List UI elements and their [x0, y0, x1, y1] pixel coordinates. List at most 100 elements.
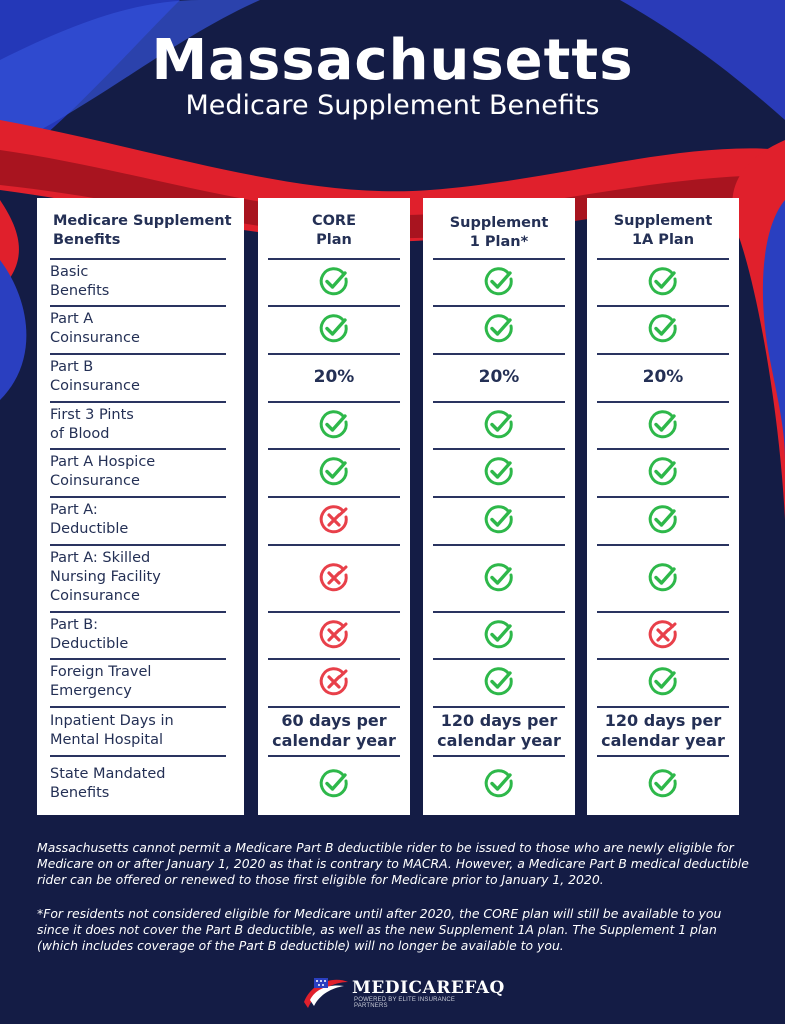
row-divider	[433, 755, 565, 757]
benefit-row-label: Basic Benefits	[50, 263, 110, 299]
row-divider	[433, 258, 565, 260]
row-divider	[597, 448, 729, 450]
x-circle-icon	[258, 660, 410, 704]
check-circle-icon	[423, 450, 575, 494]
logo-tagline: POWERED BY ELITE INSURANCE PARTNERS	[354, 997, 456, 1009]
check-circle-icon	[423, 260, 575, 303]
plan-value: 60 days per calendar year	[272, 710, 396, 750]
row-divider	[268, 305, 400, 307]
x-circle-icon	[587, 613, 739, 656]
plan-value: 20%	[642, 367, 684, 387]
plan-value: 120 days per calendar year	[601, 710, 725, 750]
row-divider	[268, 706, 400, 708]
row-divider	[50, 258, 226, 260]
benefit-row-label: Inpatient Days in Mental Hospital	[50, 712, 174, 748]
check-circle-icon	[587, 498, 739, 542]
row-divider	[597, 496, 729, 498]
check-circle-icon	[587, 307, 739, 351]
row-divider	[597, 611, 729, 613]
benefit-row-label: Part B: Deductible	[50, 616, 129, 652]
row-divider	[597, 258, 729, 260]
row-divider	[50, 544, 226, 546]
row-divider	[597, 544, 729, 546]
row-divider	[50, 658, 226, 660]
logo-name: MEDICAREFAQ	[352, 978, 505, 998]
page-title: Massachusetts	[151, 28, 634, 93]
row-divider	[268, 658, 400, 660]
supplement-1a-plan-header: Supplement 1A Plan	[613, 213, 713, 248]
check-circle-icon	[587, 450, 739, 494]
plan-value: 120 days per calendar year	[437, 710, 561, 750]
row-divider	[50, 448, 226, 450]
row-divider	[433, 706, 565, 708]
row-divider	[433, 496, 565, 498]
medicarefaq-logo: MEDICAREFAQ POWERED BY ELITE INSURANCE P…	[300, 972, 504, 1012]
row-divider	[433, 401, 565, 403]
benefit-row-label: First 3 Pints of Blood	[50, 406, 134, 442]
footnote-macra: Massachusetts cannot permit a Medicare P…	[37, 840, 749, 887]
plan-value-text: 60 days per calendar year	[258, 708, 410, 753]
plan-value-text: 20%	[587, 355, 739, 399]
page-subtitle: Medicare Supplement Benefits	[185, 90, 600, 121]
row-divider	[268, 353, 400, 355]
check-circle-icon	[423, 307, 575, 351]
row-divider	[268, 544, 400, 546]
row-divider	[597, 755, 729, 757]
x-circle-icon	[258, 498, 410, 542]
row-divider	[268, 496, 400, 498]
check-circle-icon	[423, 613, 575, 656]
check-circle-icon	[587, 660, 739, 704]
row-divider	[268, 401, 400, 403]
core-plan-column: CORE Plan 20% 60 days per calendar year	[258, 198, 410, 815]
core-plan-header: CORE Plan	[311, 213, 357, 248]
check-circle-icon	[423, 660, 575, 704]
row-divider	[268, 258, 400, 260]
row-divider	[597, 305, 729, 307]
benefit-row-label: Part A: Skilled Nursing Facility Coinsur…	[50, 550, 161, 604]
check-circle-icon	[423, 498, 575, 542]
row-divider	[268, 611, 400, 613]
check-circle-icon	[423, 546, 575, 609]
row-divider	[433, 353, 565, 355]
benefit-row-label: State Mandated Benefits	[50, 765, 166, 801]
check-circle-icon	[258, 260, 410, 303]
row-divider	[50, 353, 226, 355]
row-divider	[597, 401, 729, 403]
row-divider	[50, 305, 226, 307]
row-divider	[597, 706, 729, 708]
check-circle-icon	[258, 757, 410, 810]
row-divider	[268, 448, 400, 450]
row-divider	[597, 353, 729, 355]
x-circle-icon	[258, 546, 410, 609]
row-divider	[433, 611, 565, 613]
row-divider	[50, 755, 226, 757]
check-circle-icon	[258, 450, 410, 494]
row-divider	[433, 448, 565, 450]
plan-value-text: 120 days per calendar year	[423, 708, 575, 753]
row-divider	[50, 496, 226, 498]
x-circle-icon	[258, 613, 410, 656]
benefit-row-label: Part B Coinsurance	[50, 359, 140, 394]
plan-value-text: 120 days per calendar year	[587, 708, 739, 753]
row-divider	[50, 401, 226, 403]
row-divider	[597, 658, 729, 660]
check-circle-icon	[587, 260, 739, 303]
row-divider	[50, 611, 226, 613]
check-circle-icon	[258, 307, 410, 351]
supplement-1-plan-header: Supplement 1 Plan*	[449, 215, 549, 250]
row-divider	[433, 544, 565, 546]
footnote-eligibility: *For residents not considered eligible f…	[37, 906, 722, 953]
benefit-row-label: Part A: Deductible	[50, 502, 129, 537]
plan-value-text: 20%	[258, 355, 410, 399]
check-circle-icon	[587, 403, 739, 446]
plan-value: 20%	[478, 367, 520, 387]
benefit-row-label: Part A Hospice Coinsurance	[50, 454, 156, 489]
benefit-row-label: Foreign Travel Emergency	[50, 664, 152, 699]
row-divider	[268, 755, 400, 757]
check-circle-icon	[587, 546, 739, 609]
plan-value-text: 20%	[423, 355, 575, 399]
row-divider	[50, 706, 226, 708]
row-divider	[433, 305, 565, 307]
supplement-1-plan-column: Supplement 1 Plan* 20% 120 days per calen…	[423, 198, 575, 815]
check-circle-icon	[423, 757, 575, 810]
